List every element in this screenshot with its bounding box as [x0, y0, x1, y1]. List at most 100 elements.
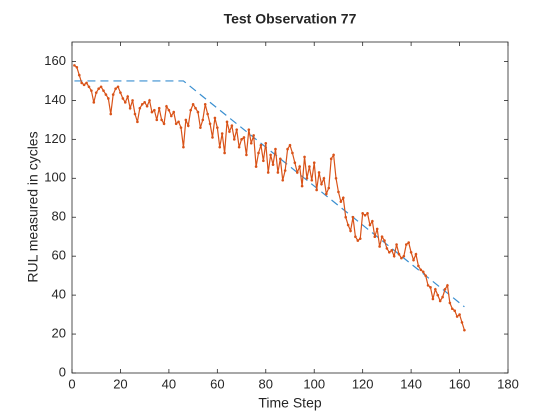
data-point [378, 245, 381, 248]
data-point [429, 286, 432, 289]
y-tick-label: 80 [52, 209, 66, 224]
data-point [443, 287, 447, 291]
data-point [153, 108, 156, 112]
data-point [281, 178, 285, 182]
data-point [356, 239, 360, 242]
data-point [390, 249, 394, 252]
data-point [213, 116, 217, 120]
data-point [276, 171, 280, 174]
data-point [232, 138, 236, 141]
data-point [463, 328, 466, 332]
data-point [73, 64, 76, 67]
x-axis-label: Time Step [258, 395, 321, 411]
x-tick-label: 140 [400, 376, 422, 391]
data-point [133, 112, 137, 116]
data-point [230, 124, 234, 128]
data-point [99, 85, 103, 89]
data-point [426, 284, 430, 287]
chart-title: Test Observation 77 [224, 11, 357, 27]
data-point [104, 93, 108, 96]
data-point [97, 87, 100, 91]
x-tick-label: 180 [497, 376, 519, 391]
data-point [368, 223, 372, 227]
data-point [266, 171, 270, 174]
data-point [380, 235, 384, 239]
data-point [165, 104, 168, 108]
data-point [300, 184, 304, 188]
data-point [157, 106, 161, 110]
data-point [458, 313, 461, 316]
data-point [344, 215, 348, 219]
data-point [92, 101, 96, 104]
data-point [203, 103, 207, 106]
data-point [107, 97, 110, 100]
data-point [271, 163, 275, 166]
data-point [128, 106, 132, 110]
data-point [334, 176, 338, 180]
data-point [400, 256, 403, 260]
data-point [320, 182, 323, 186]
data-point [407, 241, 410, 244]
data-point [395, 243, 398, 246]
data-point [308, 165, 311, 168]
data-point [332, 153, 335, 157]
data-point [322, 176, 326, 180]
data-point [421, 270, 425, 274]
x-tick-label: 0 [68, 376, 75, 391]
data-point [351, 215, 355, 219]
data-point [220, 132, 224, 135]
data-point [109, 112, 113, 116]
plot-area [71, 41, 509, 374]
data-point [337, 190, 340, 194]
data-point [315, 188, 318, 192]
data-point [397, 252, 401, 256]
data-point [383, 239, 386, 242]
data-point [264, 141, 268, 145]
y-tick-label: 160 [44, 53, 66, 68]
data-point [329, 157, 333, 161]
data-point [298, 165, 301, 168]
data-point [438, 299, 442, 303]
data-point [274, 147, 277, 151]
data-point [341, 196, 345, 200]
y-tick-label: 40 [52, 287, 66, 302]
data-point [194, 106, 197, 110]
data-point [312, 161, 316, 165]
data-point [211, 136, 214, 139]
data-point [82, 83, 86, 87]
data-point [77, 73, 81, 77]
data-point [257, 151, 260, 155]
data-point [235, 128, 239, 131]
data-point [114, 87, 117, 91]
data-point [269, 153, 272, 157]
data-point [310, 178, 314, 182]
data-point [245, 153, 248, 157]
y-tick-label: 0 [59, 364, 66, 379]
data-point [361, 212, 364, 215]
data-point [225, 120, 229, 124]
data-point [325, 192, 328, 196]
data-point [126, 95, 130, 98]
data-point [460, 321, 464, 324]
data-point [191, 103, 195, 106]
data-point [385, 247, 389, 250]
data-point [208, 122, 212, 126]
data-point [288, 143, 292, 147]
data-point [94, 91, 98, 94]
data-point [184, 118, 188, 122]
data-point [182, 145, 185, 149]
data-point [262, 159, 265, 163]
data-point [216, 126, 219, 129]
data-point [189, 108, 192, 112]
data-point [90, 89, 93, 92]
data-point [177, 120, 180, 124]
x-tick-label: 60 [210, 376, 224, 391]
data-point [131, 99, 134, 102]
data-point [145, 104, 149, 108]
data-point [450, 307, 454, 311]
data-point [293, 161, 297, 165]
y-tick-label: 20 [52, 325, 66, 340]
data-point [162, 122, 166, 126]
data-point [346, 223, 350, 227]
